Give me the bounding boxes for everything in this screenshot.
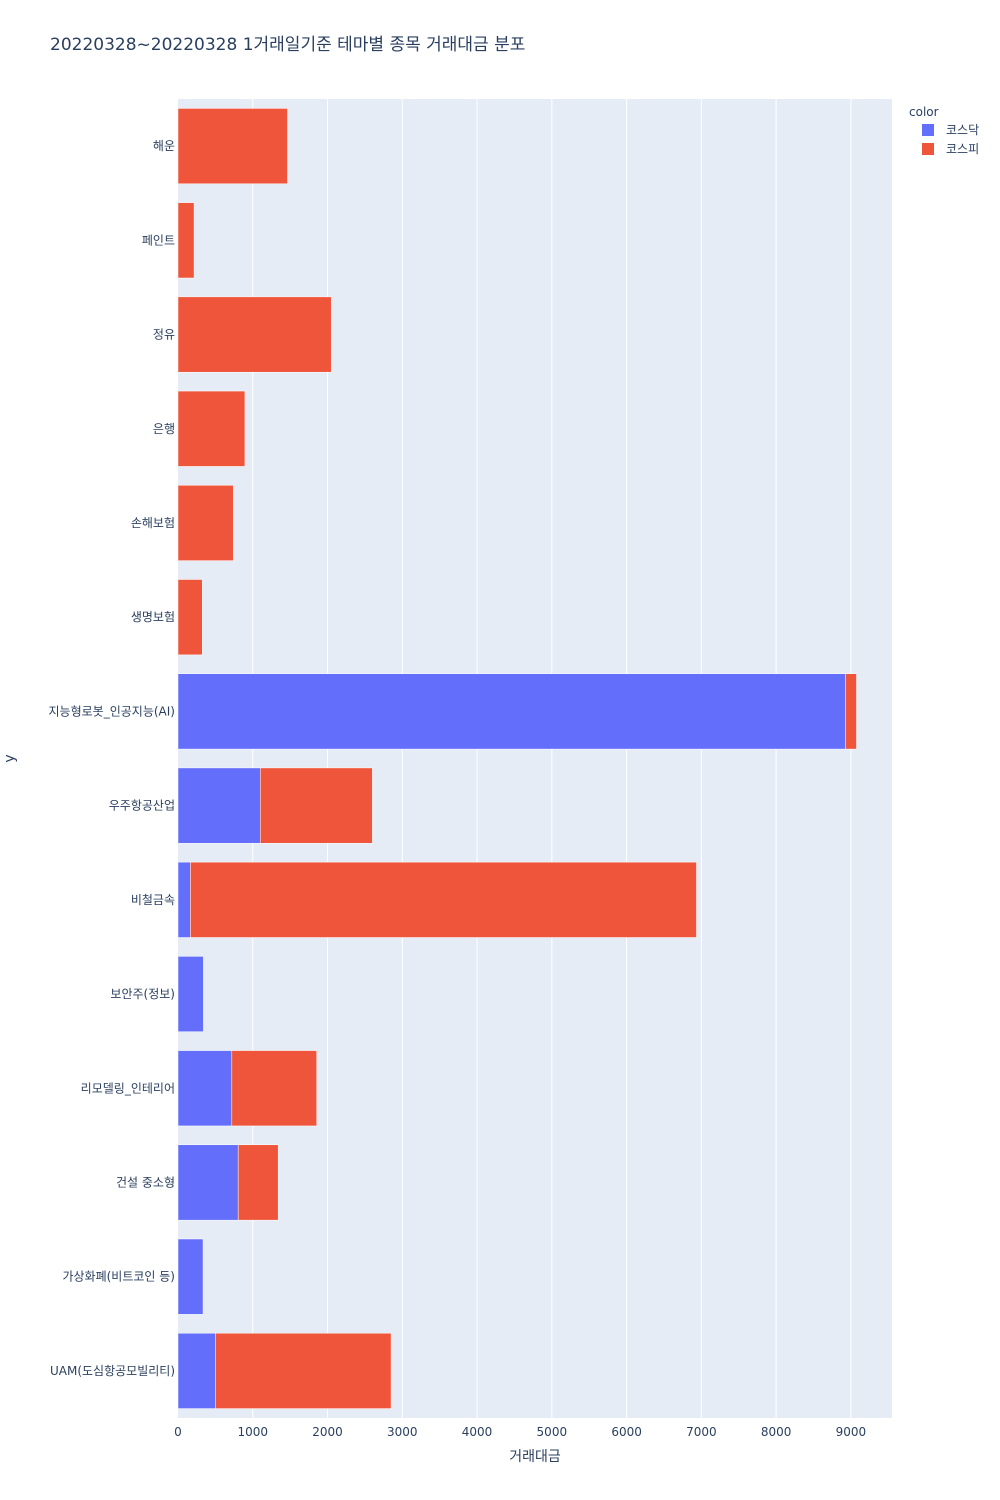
bar-kospi	[215, 1332, 392, 1409]
x-tick-label: 3000	[387, 1425, 418, 1439]
y-tick-label: 가상화폐(비트코인 등)	[62, 1270, 175, 1284]
bar-kosdaq	[177, 1332, 216, 1409]
bar-kosdaq	[177, 956, 204, 1032]
y-tick-label: 해운	[153, 139, 175, 153]
bar-kosdaq	[177, 861, 191, 938]
y-tick-label: 지능형로봇_인공지능(AI)	[49, 704, 175, 718]
x-tick-label: 9000	[836, 1425, 867, 1439]
bar-kosdaq	[177, 767, 261, 844]
y-tick-label: 보안주(정보)	[110, 987, 175, 1001]
y-tick-label: 은행	[153, 421, 175, 436]
y-tick-label: 손해보험	[131, 516, 175, 530]
y-tick-label: 리모델링_인테리어	[81, 1081, 175, 1095]
bar-kospi	[231, 1050, 317, 1127]
bar-kospi	[237, 1144, 279, 1221]
chart-title: 20220328~20220328 1거래일기준 테마별 종목 거래대금 분포	[50, 35, 525, 55]
bar-kospi	[177, 202, 195, 279]
bar-kosdaq	[177, 1050, 233, 1127]
legend-swatch	[922, 143, 934, 155]
bar-kospi	[177, 296, 332, 373]
x-tick-label: 4000	[462, 1425, 493, 1439]
bar-kospi	[177, 108, 288, 185]
bar-kospi	[259, 767, 373, 844]
bar-kospi	[177, 390, 246, 467]
x-axis-title: 거래대금	[509, 1449, 561, 1465]
bar-kosdaq	[177, 673, 846, 750]
bar-kospi	[177, 579, 203, 656]
y-tick-label: 정유	[153, 328, 175, 342]
x-tick-label: 6000	[611, 1425, 642, 1439]
y-tick-label: 비철금속	[131, 893, 175, 907]
bar-kosdaq	[177, 1238, 204, 1315]
x-tick-label: 0	[174, 1425, 182, 1439]
x-tick-label: 2000	[312, 1425, 343, 1439]
legend-label: 코스피	[946, 142, 979, 156]
bar-kospi	[190, 861, 697, 938]
y-axis-title: y	[2, 754, 18, 762]
x-tick-label: 8000	[761, 1425, 792, 1439]
y-tick-label: UAM(도심항공모빌리티)	[50, 1364, 175, 1378]
y-tick-label: 우주항공산업	[109, 799, 175, 813]
y-tick-label: 페인트	[142, 233, 175, 247]
bar-kosdaq	[177, 1144, 239, 1221]
y-tick-label: 생명보험	[131, 610, 175, 624]
x-tick-label: 5000	[537, 1425, 568, 1439]
bar-kospi	[845, 673, 857, 750]
bar-kospi	[177, 485, 234, 561]
x-tick-label: 1000	[237, 1425, 268, 1439]
x-tick-label: 7000	[686, 1425, 717, 1439]
y-tick-label: 건설 중소형	[116, 1175, 175, 1189]
legend-title: color	[909, 105, 939, 119]
legend-swatch	[922, 124, 934, 136]
legend-label: 코스닥	[946, 123, 979, 137]
